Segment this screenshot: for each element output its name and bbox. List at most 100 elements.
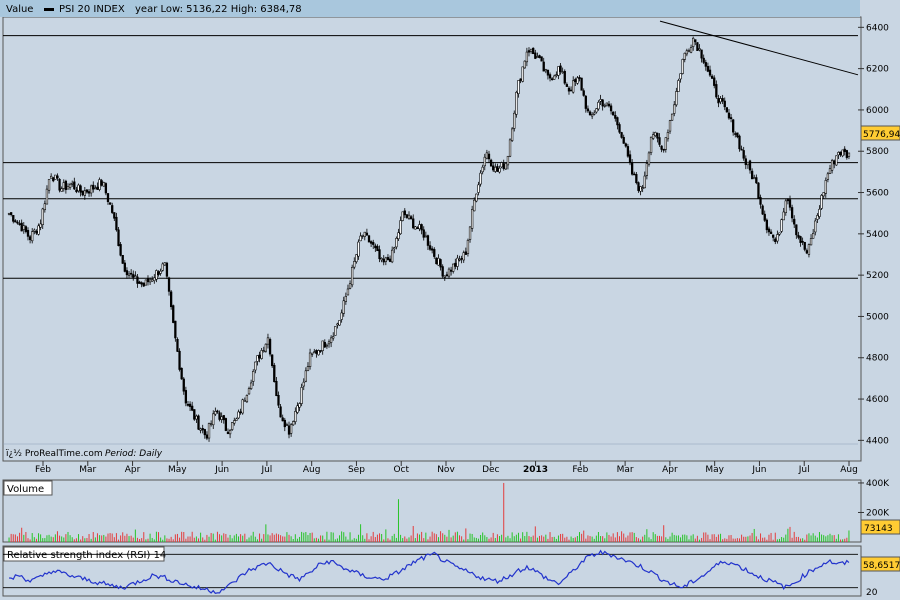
candle-up xyxy=(317,350,320,356)
candle-up xyxy=(692,37,695,47)
candle-down xyxy=(715,84,718,98)
candle-down xyxy=(637,182,640,191)
candle-down xyxy=(635,174,638,184)
candle-up xyxy=(94,187,97,190)
candle-down xyxy=(795,224,798,236)
candle-up xyxy=(357,241,360,257)
candle-up xyxy=(753,177,756,180)
candle-up xyxy=(344,295,347,302)
time-tick-label: Aug xyxy=(840,465,858,475)
candle-down xyxy=(454,262,457,267)
candle-up xyxy=(264,343,268,352)
volume-bars xyxy=(8,482,850,542)
candle-up xyxy=(304,370,307,382)
candle-down xyxy=(559,65,562,72)
candle-down xyxy=(750,170,754,180)
candle-up xyxy=(212,413,215,426)
candle-down xyxy=(239,411,242,414)
candle-up xyxy=(393,247,396,250)
candle-down xyxy=(157,271,160,275)
candle-up xyxy=(199,428,202,431)
candle-up xyxy=(525,51,529,63)
candle-down xyxy=(426,235,430,246)
candle-up xyxy=(778,232,781,235)
candle-up xyxy=(50,175,53,179)
candle-up xyxy=(60,188,63,192)
price-tick-label: 4800 xyxy=(866,354,889,364)
candle-up xyxy=(511,128,514,141)
candle-down xyxy=(205,434,209,439)
time-tick-label: Jul xyxy=(260,465,272,475)
candle-up xyxy=(824,180,827,194)
price-tick-label: 6000 xyxy=(866,106,889,116)
candle-up xyxy=(45,188,49,205)
candle-up xyxy=(351,266,354,286)
candle-up xyxy=(847,152,851,157)
candle-up xyxy=(22,225,25,230)
candle-up xyxy=(359,235,362,242)
candle-down xyxy=(367,235,371,243)
candle-down xyxy=(12,215,15,222)
candle-up xyxy=(780,219,783,232)
candle-down xyxy=(618,124,621,133)
candle-down xyxy=(706,66,710,72)
candle-up xyxy=(576,77,579,84)
candle-up xyxy=(521,66,524,82)
time-tick-label: Sep xyxy=(348,465,365,475)
candle-up xyxy=(195,415,198,420)
candle-up xyxy=(504,163,507,170)
candle-down xyxy=(104,183,108,194)
candle-up xyxy=(292,421,295,426)
trendline xyxy=(659,20,859,76)
candle-down xyxy=(742,150,745,159)
candle-down xyxy=(734,133,737,135)
volume-title-box xyxy=(3,480,53,496)
candle-down xyxy=(188,403,192,407)
price-tick-label: 5800 xyxy=(866,147,889,157)
candle-up xyxy=(822,192,825,197)
candle-down xyxy=(702,57,705,63)
candle-up xyxy=(207,423,211,439)
candle-down xyxy=(586,108,590,112)
candle-down xyxy=(532,47,535,55)
candle-up xyxy=(380,258,383,261)
price-tick-label: 4600 xyxy=(866,395,889,405)
candle-up xyxy=(814,220,817,233)
candle-down xyxy=(20,222,23,232)
candle-up xyxy=(256,355,259,362)
volume-current-label: 73143 xyxy=(864,524,893,534)
candle-down xyxy=(277,395,280,406)
time-tick-label: Oct xyxy=(393,465,409,475)
candle-up xyxy=(776,234,779,242)
candle-down xyxy=(765,219,768,231)
current-price-tag xyxy=(860,125,900,141)
candle-down xyxy=(630,162,634,175)
candle-down xyxy=(428,245,432,250)
candle-down xyxy=(761,205,764,215)
candle-up xyxy=(555,74,558,76)
candle-down xyxy=(772,234,775,238)
candle-up xyxy=(254,361,257,371)
candle-up xyxy=(685,50,689,55)
candle-down xyxy=(28,236,32,241)
price-tick-label: 5000 xyxy=(866,312,889,322)
candle-up xyxy=(302,381,305,387)
candle-up xyxy=(31,231,34,242)
candle-up xyxy=(407,214,411,219)
candle-up xyxy=(506,155,510,166)
candle-up xyxy=(237,411,240,419)
candle-up xyxy=(127,273,131,276)
candle-up xyxy=(134,275,137,278)
candle-down xyxy=(708,69,712,76)
candle-down xyxy=(26,230,30,237)
candle-down xyxy=(492,165,495,171)
candle-down xyxy=(146,278,150,283)
candle-up xyxy=(517,80,520,94)
rsi-title: Relative strength index (RSI) 14 xyxy=(7,550,166,561)
candle-down xyxy=(376,246,379,252)
candle-up xyxy=(719,98,722,103)
candle-up xyxy=(144,279,148,286)
candle-up xyxy=(784,200,787,214)
candle-down xyxy=(588,111,592,116)
time-tick-label: 2013 xyxy=(523,465,548,475)
